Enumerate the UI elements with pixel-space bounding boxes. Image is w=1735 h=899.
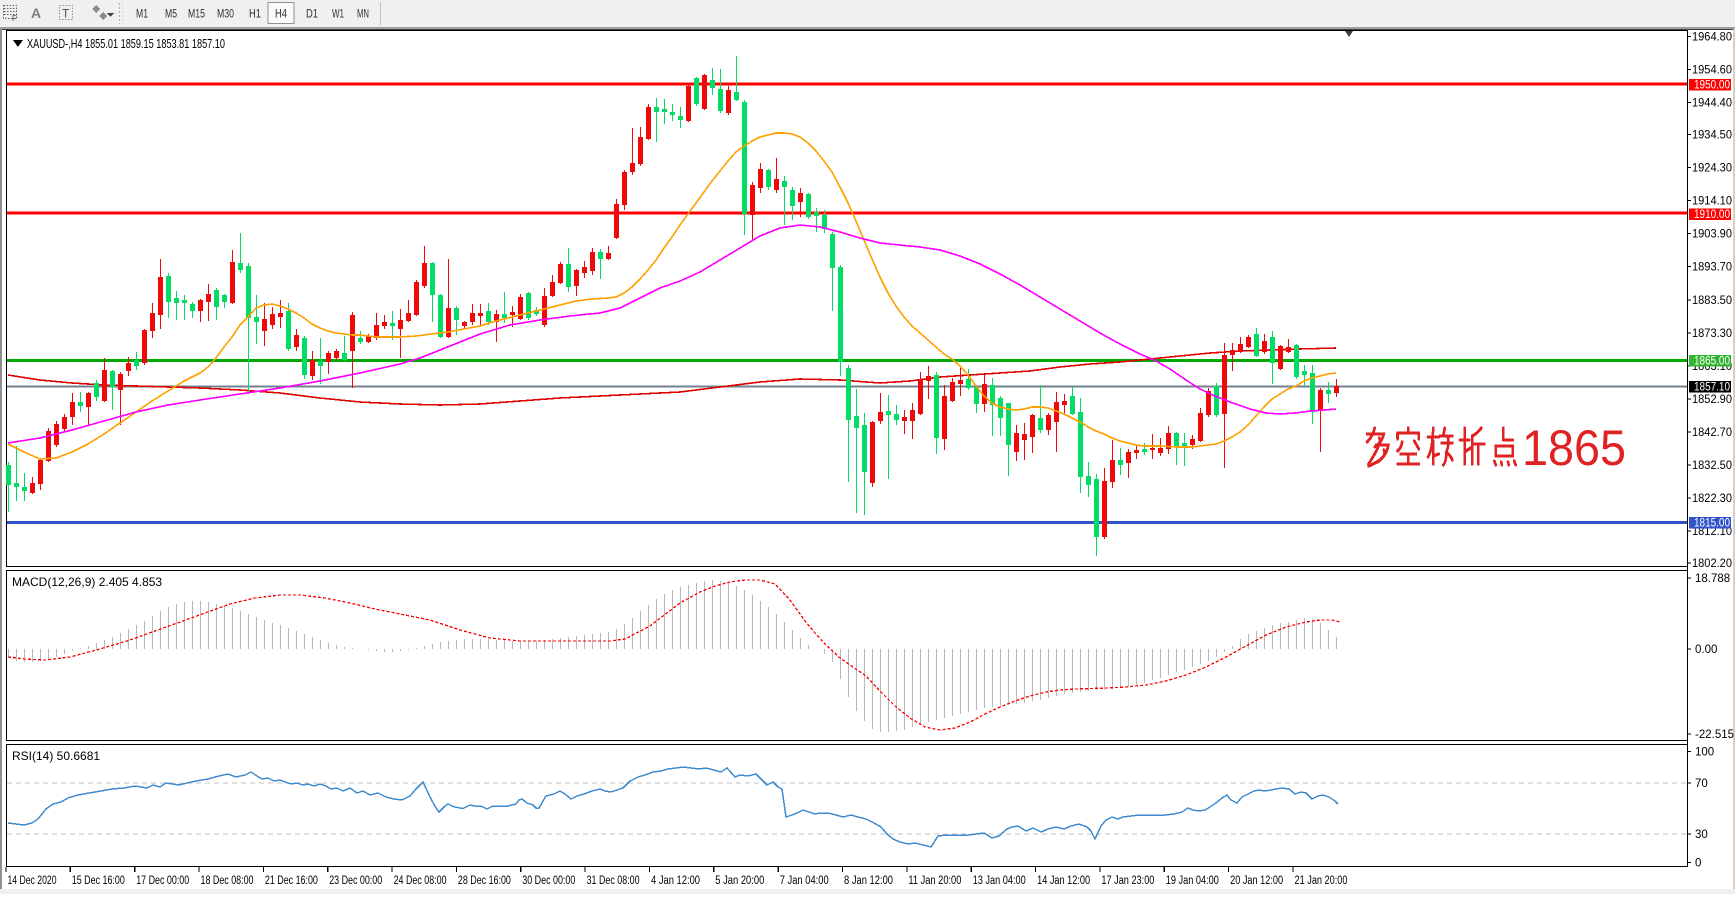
svg-text:15 Dec 16:00: 15 Dec 16:00 <box>72 875 125 887</box>
svg-text:31 Dec 08:00: 31 Dec 08:00 <box>587 875 640 887</box>
svg-text:W1: W1 <box>332 9 344 21</box>
svg-text:XAUUSD-,H4 1855.01 1859.15 18: XAUUSD-,H4 1855.01 1859.15 1853.81 1857.… <box>27 37 225 51</box>
svg-text:18 Dec 08:00: 18 Dec 08:00 <box>201 875 254 887</box>
svg-text:11 Jan 20:00: 11 Jan 20:00 <box>908 875 961 887</box>
svg-text:18.788: 18.788 <box>1695 573 1730 585</box>
svg-text:7 Jan 04:00: 7 Jan 04:00 <box>780 875 829 887</box>
svg-text:1924.30: 1924.30 <box>1692 163 1732 175</box>
svg-text:1865: 1865 <box>1522 420 1626 476</box>
svg-text:1822.30: 1822.30 <box>1692 493 1732 505</box>
svg-text:21 Dec 16:00: 21 Dec 16:00 <box>265 875 318 887</box>
svg-text:5 Jan 20:00: 5 Jan 20:00 <box>715 875 764 887</box>
svg-text:4 Jan 12:00: 4 Jan 12:00 <box>651 875 700 887</box>
svg-text:T: T <box>62 7 70 21</box>
svg-text:23 Dec 00:00: 23 Dec 00:00 <box>329 875 382 887</box>
svg-text:1852.90: 1852.90 <box>1692 394 1732 406</box>
svg-text:1914.10: 1914.10 <box>1692 196 1732 208</box>
svg-text:24 Dec 08:00: 24 Dec 08:00 <box>394 875 447 887</box>
svg-text:MACD(12,26,9) 2.405 4.853: MACD(12,26,9) 2.405 4.853 <box>12 575 162 589</box>
svg-text:1812.10: 1812.10 <box>1692 526 1732 538</box>
svg-text:0.00: 0.00 <box>1695 644 1717 656</box>
svg-text:1954.60: 1954.60 <box>1692 65 1732 77</box>
svg-text:H4: H4 <box>275 9 287 21</box>
svg-text:1934.50: 1934.50 <box>1692 130 1732 142</box>
svg-text:D1: D1 <box>306 9 318 21</box>
svg-text:1893.70: 1893.70 <box>1692 262 1732 274</box>
svg-text:1903.90: 1903.90 <box>1692 229 1732 241</box>
svg-text:70: 70 <box>1695 778 1708 790</box>
svg-text:1842.70: 1842.70 <box>1692 427 1732 439</box>
svg-text:A: A <box>31 5 41 21</box>
svg-text:-22.515: -22.515 <box>1695 729 1734 741</box>
svg-text:1910.00: 1910.00 <box>1694 209 1730 221</box>
svg-text:8 Jan 12:00: 8 Jan 12:00 <box>844 875 893 887</box>
svg-text:17 Dec 00:00: 17 Dec 00:00 <box>136 875 189 887</box>
svg-text:MN: MN <box>357 9 369 21</box>
svg-text:1883.50: 1883.50 <box>1692 295 1732 307</box>
svg-text:1802.20: 1802.20 <box>1692 558 1732 570</box>
svg-text:17 Jan 23:00: 17 Jan 23:00 <box>1101 875 1154 887</box>
svg-text:0: 0 <box>1695 858 1701 870</box>
svg-text:14 Jan 12:00: 14 Jan 12:00 <box>1037 875 1090 887</box>
svg-text:13 Jan 04:00: 13 Jan 04:00 <box>973 875 1026 887</box>
svg-text:M30: M30 <box>217 9 234 21</box>
svg-text:19 Jan 04:00: 19 Jan 04:00 <box>1166 875 1219 887</box>
svg-text:M5: M5 <box>165 9 177 21</box>
svg-text:20 Jan 12:00: 20 Jan 12:00 <box>1230 875 1283 887</box>
svg-text:RSI(14) 50.6681: RSI(14) 50.6681 <box>12 749 100 763</box>
svg-text:21 Jan 20:00: 21 Jan 20:00 <box>1295 875 1348 887</box>
svg-text:1950.00: 1950.00 <box>1694 80 1730 92</box>
svg-text:M15: M15 <box>188 9 205 21</box>
svg-text:1832.50: 1832.50 <box>1692 460 1732 472</box>
svg-text:1857.10: 1857.10 <box>1694 382 1730 394</box>
svg-text:F: F <box>12 14 17 23</box>
svg-text:H1: H1 <box>249 9 261 21</box>
svg-text:28 Dec 16:00: 28 Dec 16:00 <box>458 875 511 887</box>
svg-text:1815.00: 1815.00 <box>1694 518 1730 530</box>
svg-text:30 Dec 00:00: 30 Dec 00:00 <box>522 875 575 887</box>
svg-text:1944.40: 1944.40 <box>1692 98 1732 110</box>
svg-text:14 Dec 2020: 14 Dec 2020 <box>8 875 57 887</box>
svg-text:1964.80: 1964.80 <box>1692 32 1732 44</box>
svg-text:30: 30 <box>1695 829 1708 841</box>
svg-text:M1: M1 <box>136 9 148 21</box>
svg-text:1865.00: 1865.00 <box>1694 356 1730 368</box>
svg-text:1873.30: 1873.30 <box>1692 328 1732 340</box>
svg-text:100: 100 <box>1695 746 1714 758</box>
